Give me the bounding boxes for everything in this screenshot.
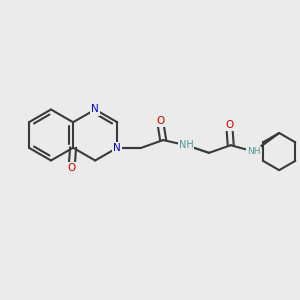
Text: N: N xyxy=(113,143,121,153)
Text: O: O xyxy=(68,163,76,173)
Text: NH: NH xyxy=(247,147,260,156)
Text: O: O xyxy=(225,120,233,130)
Text: NH: NH xyxy=(179,140,194,150)
Text: O: O xyxy=(156,116,164,126)
Text: N: N xyxy=(91,104,99,115)
